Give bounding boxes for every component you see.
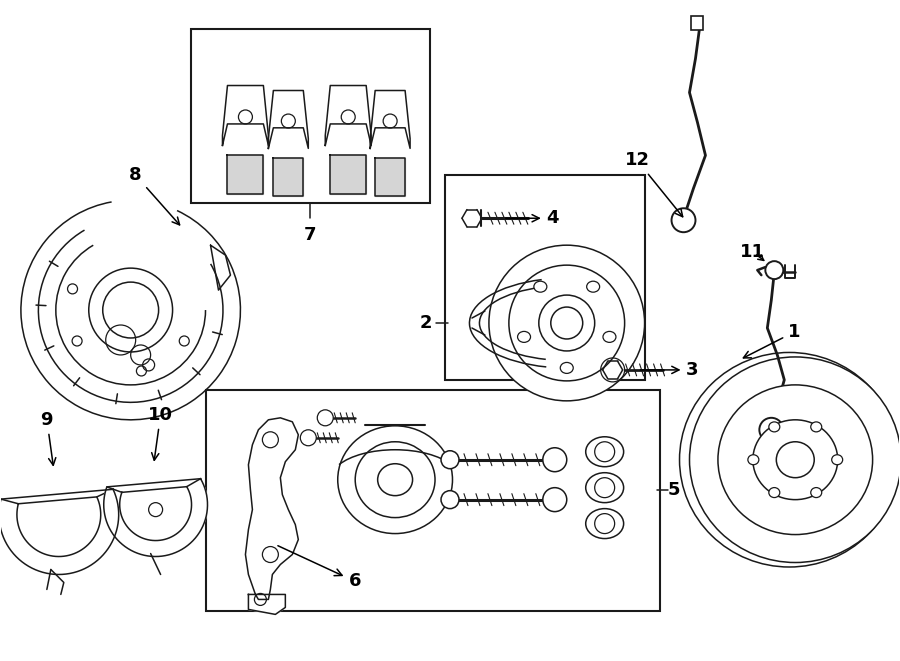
Polygon shape: [268, 91, 309, 148]
Text: 2: 2: [419, 314, 432, 332]
Circle shape: [441, 451, 459, 469]
Text: 9: 9: [40, 411, 56, 465]
Circle shape: [551, 307, 582, 339]
Ellipse shape: [586, 437, 624, 467]
Text: 1: 1: [743, 323, 800, 358]
Text: 4: 4: [506, 210, 559, 227]
Circle shape: [765, 261, 783, 279]
Ellipse shape: [689, 357, 900, 563]
Ellipse shape: [586, 473, 624, 502]
Polygon shape: [246, 418, 298, 600]
Bar: [691, 16, 704, 30]
Text: 5: 5: [668, 481, 680, 498]
Circle shape: [441, 490, 459, 508]
Ellipse shape: [680, 352, 899, 567]
Ellipse shape: [811, 422, 822, 432]
Circle shape: [318, 410, 333, 426]
Polygon shape: [330, 155, 366, 194]
Ellipse shape: [603, 331, 616, 342]
Circle shape: [489, 245, 644, 401]
Circle shape: [301, 430, 316, 446]
Circle shape: [543, 488, 567, 512]
Text: 11: 11: [740, 243, 765, 261]
Text: 10: 10: [148, 406, 173, 460]
Polygon shape: [248, 594, 285, 615]
Circle shape: [760, 418, 783, 442]
Ellipse shape: [534, 281, 547, 292]
Polygon shape: [222, 85, 268, 145]
Polygon shape: [375, 159, 405, 196]
Text: 12: 12: [625, 151, 683, 217]
Ellipse shape: [748, 455, 759, 465]
Ellipse shape: [718, 385, 873, 535]
Circle shape: [543, 447, 567, 472]
Ellipse shape: [769, 422, 779, 432]
Ellipse shape: [338, 426, 453, 533]
Polygon shape: [370, 91, 410, 148]
Polygon shape: [104, 479, 208, 557]
Ellipse shape: [561, 362, 573, 373]
Text: 7: 7: [304, 226, 317, 244]
Polygon shape: [0, 489, 119, 574]
Polygon shape: [325, 85, 371, 145]
Ellipse shape: [587, 281, 599, 292]
Ellipse shape: [518, 331, 530, 342]
Text: 6: 6: [278, 546, 362, 590]
Ellipse shape: [753, 420, 838, 500]
Ellipse shape: [832, 455, 842, 465]
Polygon shape: [274, 159, 303, 196]
Ellipse shape: [811, 488, 822, 498]
Bar: [191, 28, 430, 204]
Circle shape: [671, 208, 696, 232]
Ellipse shape: [769, 488, 779, 498]
Ellipse shape: [586, 508, 624, 539]
Polygon shape: [228, 155, 264, 194]
Bar: [445, 175, 644, 380]
Bar: [205, 390, 660, 611]
Text: 8: 8: [130, 167, 180, 225]
Text: 3: 3: [641, 361, 698, 379]
Ellipse shape: [777, 442, 815, 478]
